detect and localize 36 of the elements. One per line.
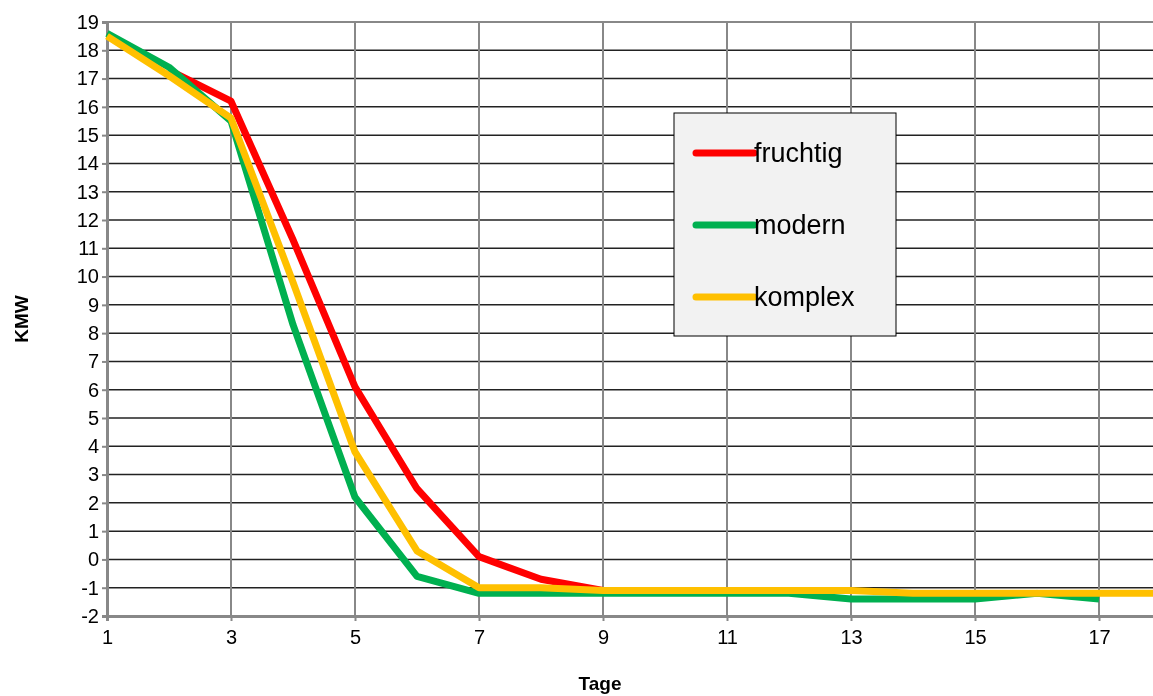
y-tick-label: 1 — [87, 520, 99, 543]
y-tick-label: 5 — [87, 406, 99, 429]
y-tick-label: 7 — [87, 350, 99, 373]
y-tick-label: 3 — [87, 463, 99, 486]
y-tick-label: 15 — [76, 124, 99, 147]
y-tick-label: 10 — [76, 265, 99, 288]
y-tick-label: 18 — [76, 39, 99, 62]
y-tick-label: 19 — [76, 10, 99, 33]
legend-label: fruchtig — [754, 138, 843, 168]
x-axis-title: Tage — [578, 673, 622, 694]
x-tick-label: 7 — [473, 626, 486, 648]
x-tick-label: 15 — [964, 626, 987, 648]
x-tick-label: 9 — [597, 626, 610, 648]
x-tick-label: 1 — [101, 626, 114, 648]
y-tick-label: -1 — [81, 576, 99, 599]
x-tick-label: 17 — [1088, 626, 1111, 648]
y-tick-label: 11 — [78, 237, 99, 260]
y-tick-label: 13 — [76, 180, 99, 203]
y-tick-label: 16 — [76, 95, 99, 118]
y-tick-label: 2 — [87, 491, 99, 514]
y-tick-label: 0 — [87, 548, 99, 571]
y-tick-label: 9 — [87, 293, 99, 316]
x-tick-label: 3 — [225, 626, 238, 648]
y-tick-label: 12 — [76, 208, 99, 231]
legend-label: komplex — [754, 282, 856, 312]
y-tick-label: 6 — [87, 378, 99, 401]
y-axis-title: KMW — [11, 295, 32, 343]
x-tick-label: 13 — [840, 626, 863, 648]
legend-label: modern — [754, 210, 846, 240]
y-tick-label: 17 — [76, 67, 99, 90]
y-tick-label: -2 — [81, 604, 99, 627]
x-tick-label: 11 — [717, 626, 738, 648]
x-tick-label: 5 — [349, 626, 362, 648]
y-tick-label: 14 — [76, 152, 99, 175]
y-tick-label: 8 — [87, 322, 99, 345]
y-tick-label: 4 — [87, 435, 99, 458]
